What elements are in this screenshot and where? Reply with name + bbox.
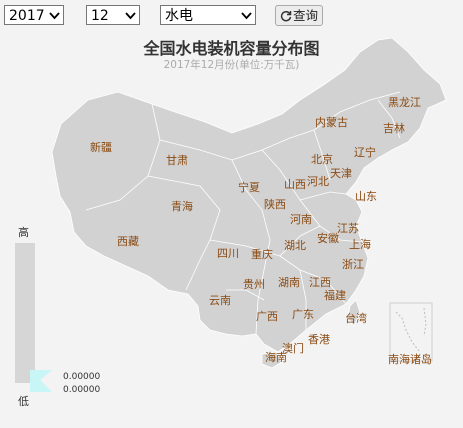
year-value: 2017 (9, 8, 45, 24)
province-label: 辽宁 (354, 145, 376, 159)
province-label: 安徽 (317, 231, 339, 245)
year-select[interactable]: 2017 (4, 5, 64, 25)
hainan-island (261, 351, 283, 369)
province-label: 甘肃 (166, 154, 188, 167)
chevron-down-icon (241, 12, 252, 20)
province-label: 南海诸岛 (388, 352, 432, 366)
province-label: 海南 (265, 350, 287, 364)
province-label: 重庆 (251, 247, 273, 261)
province-label: 西藏 (117, 235, 139, 248)
south-china-sea-inset (389, 302, 433, 362)
refresh-icon (280, 10, 292, 22)
legend-min-value: 0.00000 (63, 385, 101, 395)
chevron-down-icon (125, 12, 136, 20)
query-button-label: 查询 (293, 8, 319, 23)
province-label: 广东 (292, 308, 314, 321)
province-label: 陕西 (264, 197, 286, 211)
province-label: 浙江 (342, 258, 364, 271)
province-label: 江西 (309, 276, 331, 289)
chevron-down-icon (49, 12, 60, 20)
month-value: 12 (91, 8, 109, 24)
province-label: 澳门 (282, 341, 304, 355)
province-label: 江苏 (337, 222, 359, 235)
taiwan-island (347, 299, 361, 327)
china-outline (51, 37, 447, 353)
energy-type-select[interactable]: 水电 (160, 5, 256, 25)
map-title: 全国水电装机容量分布图 (143, 39, 320, 58)
province-label: 黑龙江 (388, 96, 421, 109)
province-label: 天津 (330, 167, 352, 180)
province-label: 新疆 (90, 140, 112, 154)
month-select[interactable]: 12 (86, 5, 140, 25)
legend-gradient-bar (15, 243, 35, 383)
province-label: 吉林 (383, 121, 405, 135)
legend-max-value: 0.00000 (63, 372, 101, 382)
query-button[interactable]: 查询 (275, 5, 323, 26)
province-label: 湖南 (278, 276, 300, 289)
province-label: 山东 (355, 190, 377, 203)
map-subtitle: 2017年12月份(单位:万千瓦) (163, 59, 300, 71)
province-label: 香港 (308, 333, 330, 346)
province-label: 北京 (311, 152, 333, 166)
province-label: 四川 (217, 247, 239, 260)
province-label: 广西 (256, 310, 278, 323)
province-label: 云南 (209, 294, 231, 307)
province-label: 上海 (349, 237, 371, 251)
province-label: 宁夏 (238, 180, 260, 194)
energy-type-value: 水电 (165, 8, 193, 24)
province-label: 福建 (324, 288, 346, 302)
province-label: 河北 (307, 175, 329, 188)
province-label: 台湾 (345, 311, 367, 325)
province-label: 河南 (290, 213, 312, 226)
province-label: 湖北 (284, 239, 306, 252)
province-label: 贵州 (243, 278, 265, 291)
legend-high-label: 高 (18, 226, 29, 239)
province-label: 青海 (171, 199, 193, 213)
legend-low-label: 低 (18, 395, 29, 408)
province-borders (85, 91, 401, 335)
province-label: 山西 (284, 178, 306, 191)
province-label: 内蒙古 (315, 115, 348, 129)
legend-handle[interactable] (30, 370, 52, 394)
